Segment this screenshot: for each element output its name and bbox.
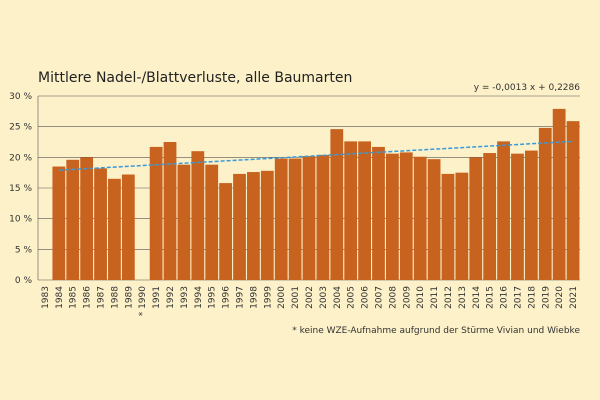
x-tick-label: 2006: [361, 286, 371, 309]
bar: [524, 150, 538, 280]
bar: [399, 152, 413, 280]
x-tick-label: 2011: [430, 286, 440, 309]
bar: [552, 108, 566, 280]
bar: [385, 153, 399, 280]
bar: [260, 170, 274, 280]
x-tick-label: 2015: [486, 286, 496, 309]
bar: [427, 159, 441, 280]
bar: [247, 172, 260, 280]
x-tick-label: 2014: [472, 286, 482, 309]
x-tick-label: 1991: [152, 286, 162, 309]
x-tick-label: 2018: [527, 286, 537, 309]
bar: [497, 141, 510, 280]
bar: [288, 158, 302, 280]
y-tick-label: 5 %: [15, 245, 33, 255]
bar: [330, 129, 344, 280]
bar: [316, 154, 330, 280]
bar: [538, 127, 552, 280]
x-tick-label: 1985: [69, 286, 79, 309]
x-tick-label: 2000: [277, 286, 287, 309]
x-tick-label: 1989: [124, 286, 134, 309]
bar: [149, 146, 163, 280]
bar: [177, 164, 191, 280]
bar: [372, 146, 385, 280]
x-tick-label: 2012: [444, 286, 454, 309]
x-tick-label: 2008: [388, 286, 398, 309]
x-tick-label: 2019: [541, 286, 551, 309]
x-tick-label: 1999: [263, 286, 273, 309]
bar: [205, 164, 219, 280]
chart-title: Mittlere Nadel-/Blattverluste, alle Baum…: [38, 70, 352, 86]
bar: [191, 151, 205, 280]
y-tick-label: 20 %: [9, 153, 32, 163]
x-tick-label: 1988: [110, 286, 120, 309]
x-tick-label: 2004: [333, 286, 343, 309]
y-tick-label: 25 %: [9, 123, 32, 133]
bar: [121, 174, 135, 280]
x-tick-label: 2002: [305, 286, 315, 309]
bar: [80, 157, 94, 280]
trend-equation: y = -0,0013 x + 0,2286: [474, 83, 581, 93]
x-tick-label: 1997: [236, 286, 246, 309]
x-tick-label: 1995: [208, 286, 218, 309]
footnote: * keine WZE-Aufnahme aufgrund der Stürme…: [292, 326, 580, 336]
x-tick-label: 2007: [374, 286, 384, 309]
x-tick-label: * 1990: [138, 286, 148, 317]
bar: [52, 166, 66, 280]
bar: [233, 173, 246, 280]
x-tick-label: 1992: [166, 286, 176, 309]
bar: [511, 153, 524, 280]
bar: [108, 178, 121, 280]
x-tick-label: 2017: [513, 286, 523, 309]
bar: [163, 142, 177, 280]
bar: [274, 158, 288, 280]
bar: [66, 159, 80, 280]
x-tick-label: 1994: [194, 286, 204, 309]
x-tick-label: 2021: [569, 286, 579, 309]
bar: [302, 156, 316, 280]
x-tick-label: 2013: [458, 286, 468, 309]
bar: [219, 183, 233, 280]
y-tick-label: 0 %: [15, 276, 33, 286]
bar: [94, 168, 107, 280]
trend-line: [58, 140, 574, 171]
x-tick-label: 1987: [97, 286, 107, 309]
bar: [441, 173, 455, 280]
bar: [344, 141, 358, 280]
x-tick-label: 1983: [41, 286, 51, 309]
x-tick-label: 1984: [55, 286, 65, 309]
y-tick-label: 10 %: [9, 215, 32, 225]
x-tick-label: 1986: [83, 286, 93, 309]
y-tick-label: 15 %: [9, 184, 32, 194]
bar: [566, 121, 580, 280]
x-tick-label: 2001: [291, 286, 301, 309]
x-tick-label: 2010: [416, 286, 426, 309]
x-tick-label: 2003: [319, 286, 329, 309]
bar: [358, 141, 371, 280]
x-tick-label: 2016: [500, 286, 510, 309]
x-tick-label: 2020: [555, 286, 565, 309]
x-tick-label: 2005: [347, 286, 357, 309]
x-tick-label: 1998: [249, 286, 259, 309]
y-tick-label: 30 %: [9, 92, 32, 102]
x-tick-label: 2009: [402, 286, 412, 309]
bar: [455, 172, 469, 280]
x-tick-label: 1996: [222, 286, 232, 309]
bar: [483, 153, 497, 280]
x-tick-label: 1993: [180, 286, 190, 309]
bar: [413, 156, 427, 280]
bar: [469, 157, 483, 280]
